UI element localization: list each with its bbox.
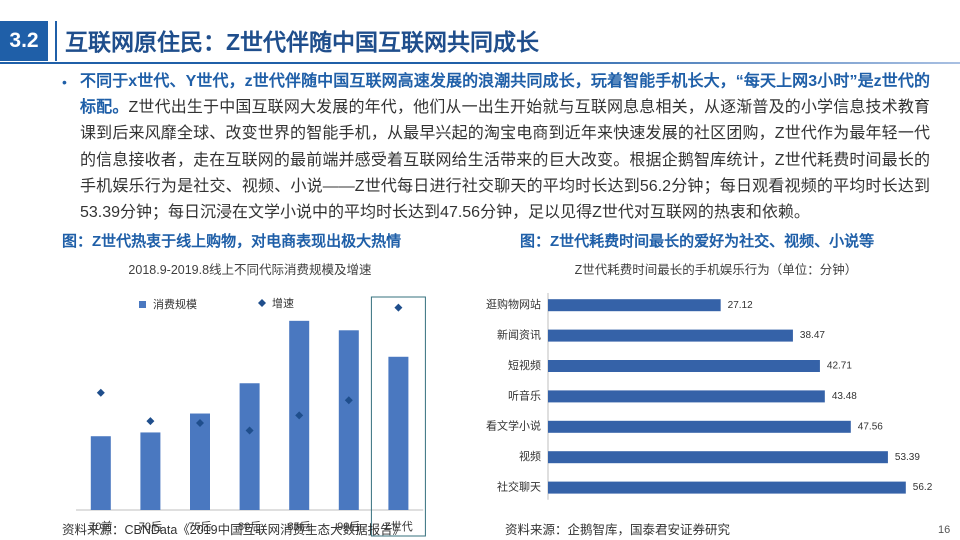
- category-label-6: 社交聊天: [497, 480, 541, 494]
- bar-consumption-5: [338, 330, 359, 510]
- bar-consumption-1: [140, 432, 161, 510]
- bar-consumption-3: [239, 383, 260, 510]
- x-tick-label-1: 70后: [139, 520, 162, 533]
- marker-growth-2: [196, 418, 204, 427]
- bar-consumption-2: [190, 413, 210, 510]
- left-chart-title: 2018.9-2019.8线上不同代际消费规模及增速: [128, 263, 372, 277]
- value-label-4: 47.56: [858, 421, 883, 432]
- section-number-badge: 3.2: [0, 21, 48, 61]
- x-tick-label-2: 75后: [188, 520, 211, 533]
- bar-minutes-5: [548, 451, 888, 464]
- left-source-note: 资料来源：CBNData《2019中国互联网消费生态大数据报告》: [62, 523, 406, 537]
- bar-consumption-0: [90, 436, 111, 510]
- bar-minutes-4: [548, 420, 851, 433]
- left-figure-caption: 图：Z世代热衷于线上购物，对电商表现出极大热情: [62, 233, 402, 250]
- bar-minutes-6: [548, 481, 906, 494]
- section-divider: [55, 21, 57, 61]
- value-label-3: 43.48: [832, 391, 857, 402]
- bar-minutes-3: [548, 390, 825, 403]
- x-tick-label-3: 80后: [238, 520, 261, 533]
- value-label-2: 42.71: [827, 361, 852, 372]
- bar-minutes-2: [548, 360, 820, 372]
- category-label-1: 新闻资讯: [497, 328, 541, 342]
- value-label-1: 38.47: [800, 330, 825, 341]
- legend-swatch-bar: [139, 301, 146, 308]
- legend-label-bar: 消费规模: [153, 297, 197, 311]
- value-label-5: 53.39: [895, 452, 920, 463]
- marker-growth-0: [96, 388, 105, 397]
- marker-growth-6: [394, 303, 403, 312]
- body-paragraph: 不同于x世代、Y世代，z世代伴随中国互联网高速发展的浪潮共同成长，玩着智能手机长…: [80, 69, 930, 226]
- x-tick-label-6: Z世代: [384, 520, 413, 533]
- title-underline: [0, 62, 960, 64]
- category-label-0: 逛购物网站: [486, 297, 541, 311]
- page-number: 16: [938, 524, 951, 536]
- value-label-0: 27.12: [728, 300, 753, 311]
- body-text: Z世代出生于中国互联网大发展的年代，他们从一出生开始就与互联网息息相关，从逐渐普…: [80, 99, 930, 222]
- bar-minutes-0: [548, 299, 721, 312]
- page-title: 互联网原住民：Z世代伴随中国互联网共同成长: [65, 29, 540, 55]
- bullet-icon: •: [62, 74, 67, 90]
- marker-growth-3: [245, 426, 254, 435]
- x-tick-label-5: 90后: [337, 520, 360, 533]
- right-source-note: 资料来源：企鹅智库，国泰君安证券研究: [505, 523, 731, 537]
- left-chart: 消费规模 增速 70前 70后 75后 80后 85后 90后 Z世代: [76, 296, 426, 537]
- category-label-5: 视频: [519, 449, 541, 463]
- x-tick-label-4: 85后: [288, 520, 311, 533]
- bar-consumption-6: [388, 356, 409, 510]
- category-label-3: 听音乐: [508, 388, 541, 402]
- x-tick-label-0: 70前: [89, 519, 112, 533]
- body-lead-sentence: 不同于x世代、Y世代，z世代伴随中国互联网高速发展的浪潮共同成长，玩着智能手机长…: [80, 73, 930, 117]
- marker-growth-5: [344, 396, 353, 405]
- right-chart-title: Z世代耗费时间最长的手机娱乐行为（单位：分钟）: [574, 263, 858, 277]
- value-label-6: 56.2: [913, 482, 933, 493]
- marker-growth-1: [146, 417, 155, 426]
- category-label-4: 看文学小说: [486, 419, 541, 433]
- bar-minutes-1: [548, 329, 793, 342]
- right-figure-caption: 图：Z世代耗费时间最长的爱好为社交、视频、小说等: [520, 233, 875, 250]
- right-chart: 27.12 逛购物网站 38.47 新闻资讯 42.71 短视频 43.48 听音乐 47.56…: [486, 293, 933, 500]
- highlight-box-z-generation: [370, 296, 426, 537]
- marker-growth-4: [295, 411, 304, 420]
- legend-swatch-diamond: [258, 299, 266, 307]
- category-label-2: 短视频: [508, 358, 541, 372]
- legend-label-diamond: 增速: [272, 296, 294, 310]
